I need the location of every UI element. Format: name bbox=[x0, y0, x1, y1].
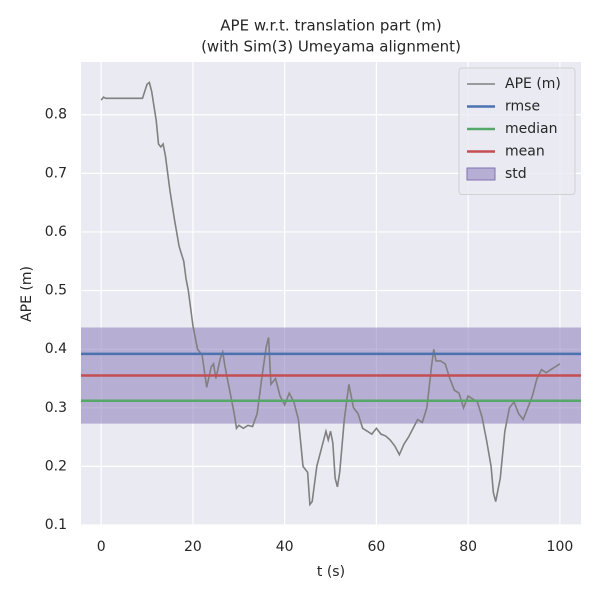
legend-label: median bbox=[505, 121, 557, 137]
y-axis-label: APE (m) bbox=[19, 266, 35, 322]
x-tick-label: 20 bbox=[184, 539, 202, 555]
ape-line bbox=[100, 81, 561, 507]
legend-label: APE (m) bbox=[505, 76, 561, 92]
x-tick-label: 40 bbox=[276, 539, 294, 555]
legend-label: rmse bbox=[505, 99, 540, 115]
x-tick-label: 80 bbox=[459, 539, 477, 555]
y-tick-label: 0.3 bbox=[45, 400, 67, 416]
x-tick-label: 100 bbox=[547, 539, 574, 555]
y-tick-label: 0.5 bbox=[45, 283, 67, 299]
y-tick-label: 0.8 bbox=[45, 107, 67, 123]
y-tick-label: 0.7 bbox=[45, 165, 67, 181]
x-tick-label: 0 bbox=[97, 539, 106, 555]
chart-title: APE w.r.t. translation part (m) bbox=[220, 17, 441, 35]
chart-subtitle: (with Sim(3) Umeyama alignment) bbox=[201, 38, 461, 56]
y-tick-label: 0.1 bbox=[45, 517, 67, 533]
legend-swatch bbox=[466, 167, 496, 181]
legend-box bbox=[458, 67, 576, 195]
y-tick-label: 0.4 bbox=[45, 341, 67, 357]
legend-label: std bbox=[505, 166, 527, 182]
legend-label: mean bbox=[505, 144, 545, 160]
x-tick-label: 60 bbox=[367, 539, 385, 555]
y-tick-label: 0.2 bbox=[45, 458, 67, 474]
x-axis-label: t (s) bbox=[317, 564, 345, 580]
y-tick-label: 0.6 bbox=[45, 224, 67, 240]
